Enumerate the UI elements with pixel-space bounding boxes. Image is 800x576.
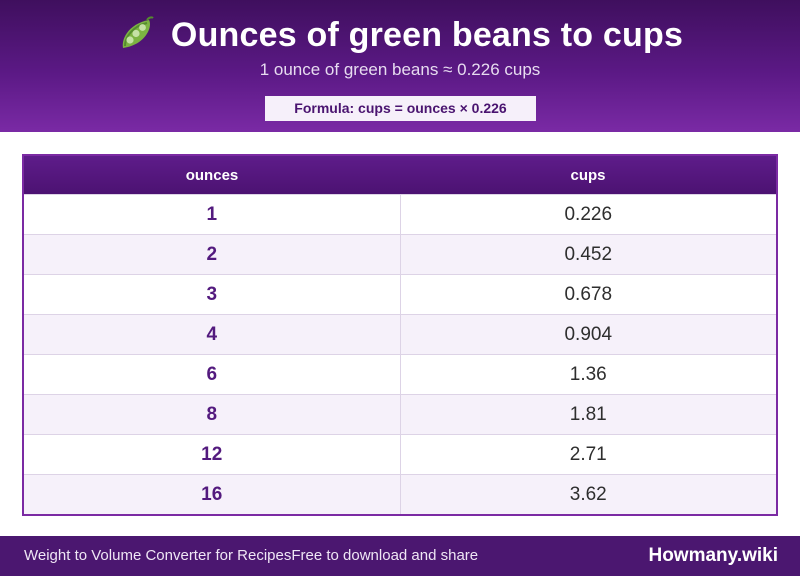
table-row: 6 1.36 xyxy=(24,354,776,395)
footer-tagline: Weight to Volume Converter for RecipesFr… xyxy=(24,547,479,564)
title-row: Ounces of green beans to cups xyxy=(0,12,800,58)
page-subtitle: 1 ounce of green beans ≈ 0.226 cups xyxy=(259,60,541,79)
cups-cell: 1.81 xyxy=(400,394,776,435)
pea-pod-icon xyxy=(122,16,154,48)
ounces-cell: 8 xyxy=(24,394,401,435)
table-header-row: ounces cups xyxy=(24,156,776,195)
ounces-cell: 1 xyxy=(24,194,401,235)
column-header-cups: cups xyxy=(400,156,776,195)
column-header-ounces: ounces xyxy=(24,156,400,195)
table-row: 12 2.71 xyxy=(24,434,776,475)
ounces-cell: 4 xyxy=(24,314,401,355)
table-row: 3 0.678 xyxy=(24,274,776,315)
table-row: 2 0.452 xyxy=(24,234,776,275)
table-row: 16 3.62 xyxy=(24,474,776,514)
cups-cell: 0.452 xyxy=(400,234,776,275)
cups-cell: 0.678 xyxy=(400,274,776,315)
brand-link[interactable]: Howmany.wiki xyxy=(648,545,778,566)
formula-box: Formula: cups = ounces × 0.226 xyxy=(265,96,536,121)
ounces-cell: 12 xyxy=(24,434,401,475)
footer-bar: Weight to Volume Converter for RecipesFr… xyxy=(0,536,800,576)
page-title: Ounces of green beans to cups xyxy=(170,15,684,54)
cups-cell: 0.904 xyxy=(400,314,776,355)
cups-cell: 1.36 xyxy=(400,354,776,395)
header-banner: Ounces of green beans to cups 1 ounce of… xyxy=(0,0,800,132)
table-row: 8 1.81 xyxy=(24,394,776,435)
table-row: 1 0.226 xyxy=(24,194,776,235)
ounces-cell: 16 xyxy=(24,474,401,514)
ounces-cell: 6 xyxy=(24,354,401,395)
table-row: 4 0.904 xyxy=(24,314,776,355)
cups-cell: 2.71 xyxy=(400,434,776,475)
ounces-cell: 3 xyxy=(24,274,401,315)
cups-cell: 3.62 xyxy=(400,474,776,514)
conversion-table: ounces cups 1 0.226 2 0.452 3 0.678 4 0.… xyxy=(24,156,776,514)
cups-cell: 0.226 xyxy=(400,194,776,235)
conversion-table-container: ounces cups 1 0.226 2 0.452 3 0.678 4 0.… xyxy=(22,154,778,516)
ounces-cell: 2 xyxy=(24,234,401,275)
